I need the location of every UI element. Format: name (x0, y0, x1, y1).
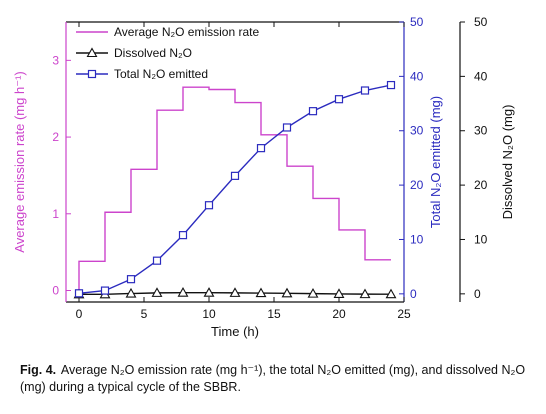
x-tick-label: 15 (267, 307, 281, 321)
far-right-tick-label: 0 (474, 287, 481, 301)
data-point-square (74, 289, 84, 298)
chart: 0 5 10 15 20 25 Time (h) 0 1 2 3 Average emission r… (12, 15, 515, 339)
mid-right-tick-label: 50 (410, 15, 424, 29)
data-point-square (256, 144, 266, 153)
far-right-tick-label: 10 (474, 232, 488, 246)
left-tick-label: 3 (52, 53, 59, 67)
series-line (78, 84, 392, 294)
data-point-triangle (151, 287, 163, 297)
caption-text: Average N₂O emission rate (mg h⁻¹), the … (20, 363, 526, 394)
left-tick-label: 2 (52, 130, 59, 144)
far-right-tick-label: 40 (474, 69, 488, 83)
far-right-tick-label: 20 (474, 178, 488, 192)
data-point-triangle (125, 287, 137, 298)
data-point-triangle (229, 287, 241, 297)
mid-right-tick-label: 10 (410, 232, 424, 246)
left-axis-label: Average emission rate (mg h⁻¹) (12, 71, 27, 252)
legend-swatch-triangle (86, 47, 98, 58)
data-point-square (308, 107, 318, 116)
data-point-square (152, 256, 162, 265)
series-emission-rate-line (78, 86, 392, 296)
mid-right-tick-label: 20 (410, 178, 424, 192)
figure-caption: Fig. 4. Average N₂O emission rate (mg h⁻… (20, 362, 530, 396)
legend-item-label: Dissolved N₂O (114, 46, 192, 60)
data-point-square (126, 275, 136, 284)
legend-swatch-square (87, 69, 97, 79)
data-point-triangle (255, 287, 267, 298)
legend-item-label: Total N₂O emitted (114, 67, 208, 81)
data-point-square (386, 80, 396, 90)
left-tick-label: 1 (52, 207, 59, 221)
data-point-square (360, 86, 370, 95)
left-tick-label: 0 (52, 283, 59, 297)
x-tick-label: 25 (397, 307, 411, 321)
far-right-tick-label: 50 (474, 15, 488, 29)
caption-label: Fig. 4. (20, 363, 57, 377)
x-tick-label: 20 (332, 307, 346, 321)
mid-right-tick-label: 30 (410, 124, 424, 138)
data-point-square (100, 286, 110, 295)
mid-right-tick-label: 40 (410, 69, 424, 83)
x-axis-label: Time (h) (211, 324, 259, 339)
far-right-tick-label: 30 (474, 124, 488, 138)
legend-item-label: Average N₂O emission rate (114, 25, 259, 39)
mid-right-axis-label: Total N₂O emitted (mg) (428, 96, 443, 228)
mid-right-tick-label: 0 (410, 287, 417, 301)
data-point-square (334, 95, 344, 104)
data-point-square (282, 123, 292, 132)
data-point-triangle (177, 287, 189, 297)
data-point-triangle (359, 288, 371, 299)
data-point-triangle (203, 287, 215, 297)
data-point-triangle (307, 288, 319, 298)
x-tick-label: 10 (202, 307, 216, 321)
data-point-square (178, 231, 188, 240)
data-point-square (230, 171, 240, 180)
data-point-triangle (385, 288, 397, 299)
data-point-triangle (333, 288, 345, 298)
data-point-square (204, 201, 214, 210)
far-right-axis-label: Dissolved N₂O (mg) (500, 105, 515, 220)
data-point-triangle (281, 287, 293, 298)
x-tick-label: 0 (76, 307, 83, 321)
x-tick-label: 5 (141, 307, 148, 321)
